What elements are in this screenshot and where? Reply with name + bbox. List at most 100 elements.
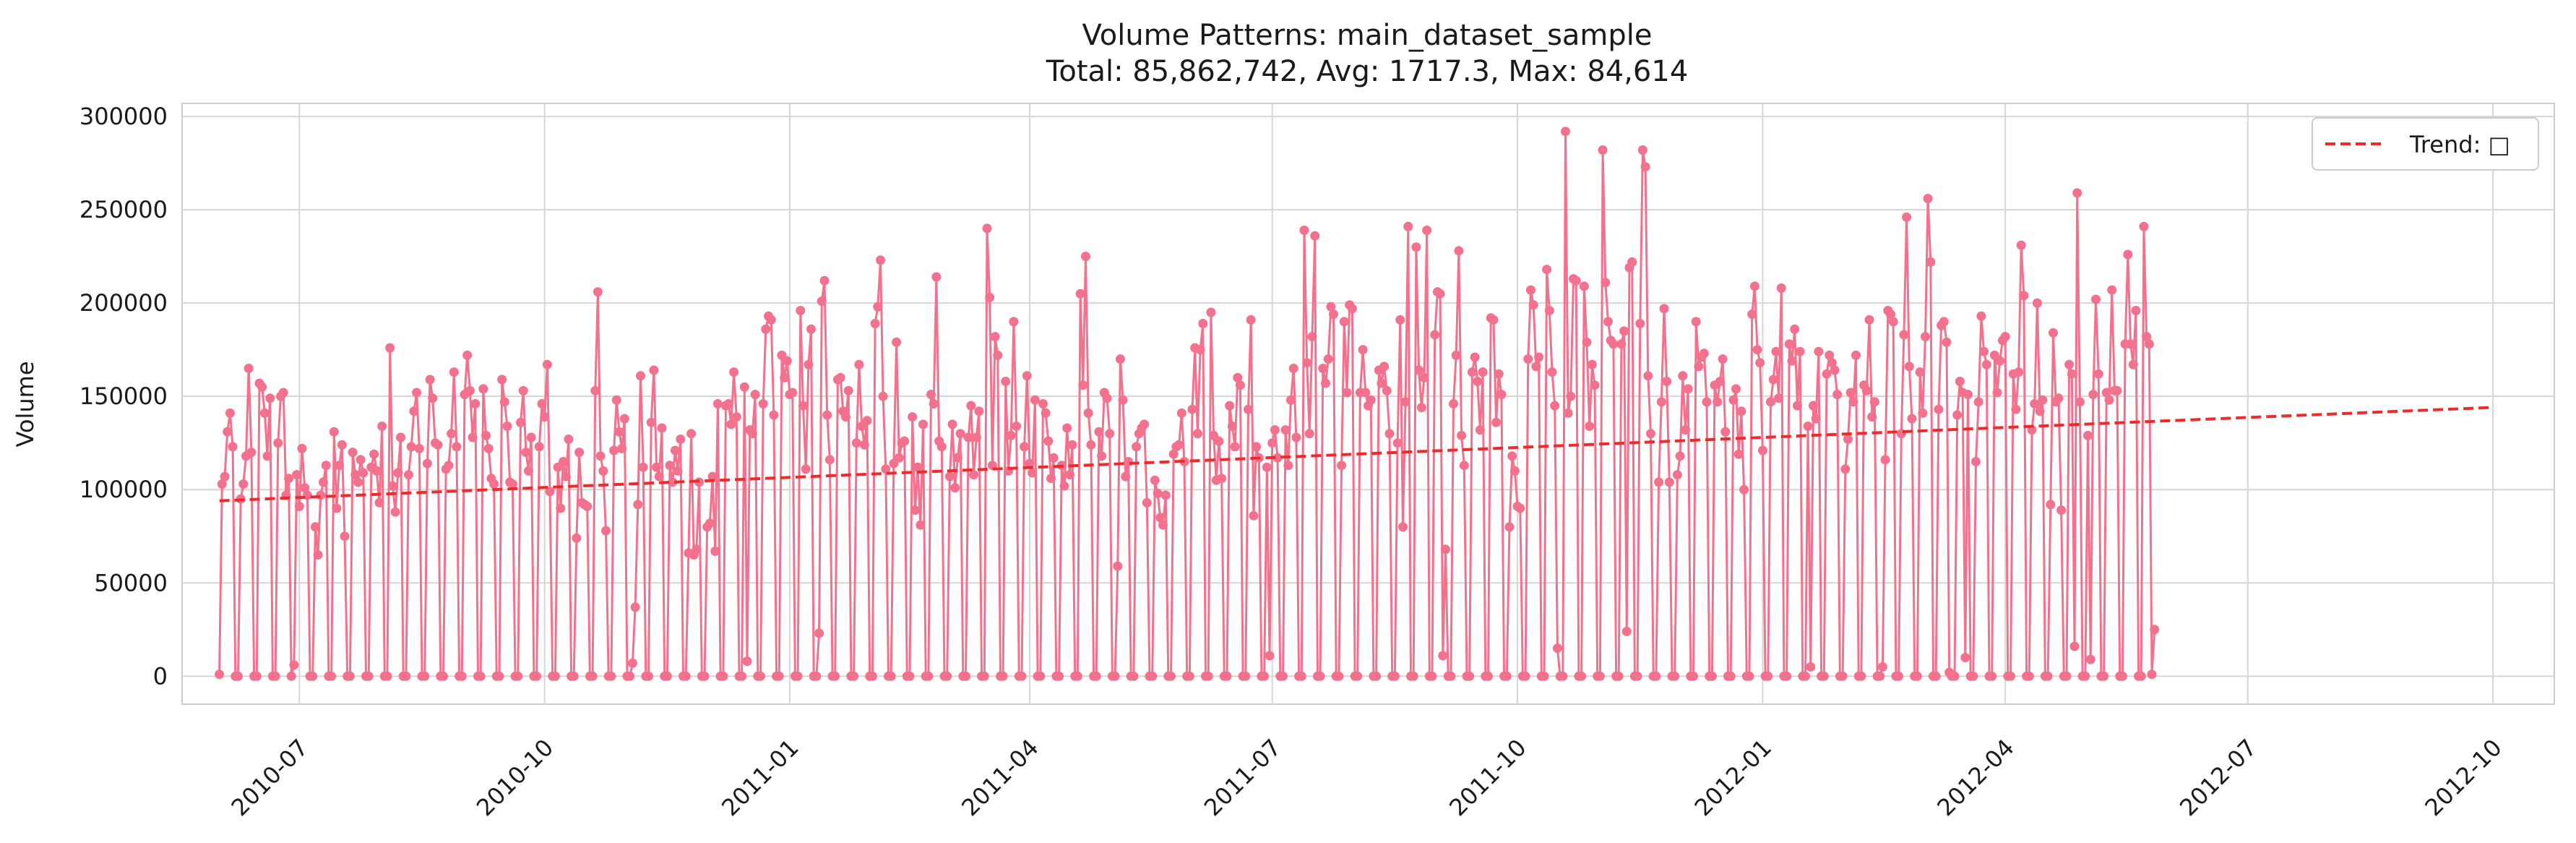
volume-point [1950, 671, 1960, 681]
volume-point [814, 628, 824, 638]
volume-point [1408, 671, 1418, 681]
volume-point [1142, 497, 1152, 508]
volume-point [1558, 671, 1568, 681]
volume-point [1041, 408, 1051, 418]
volume-point [1683, 384, 1693, 394]
volume-point [1830, 365, 1840, 375]
volume-point [1124, 457, 1133, 466]
volume-point [854, 359, 864, 369]
volume-point [1616, 339, 1627, 349]
volume-point [1651, 671, 1661, 681]
volume-point [1886, 309, 1895, 320]
volume-point [313, 550, 323, 560]
volume-point [246, 448, 257, 458]
volume-point [742, 656, 752, 667]
volume-point [595, 451, 606, 461]
volume-point [1310, 231, 1320, 241]
volume-point [1081, 252, 1090, 262]
volume-point [1422, 226, 1432, 235]
volume-point [564, 435, 574, 444]
volume-point [1509, 466, 1520, 476]
volume-point [2043, 671, 2053, 681]
volume-point [369, 449, 379, 459]
volume-point [1176, 408, 1186, 418]
volume-point [412, 388, 422, 398]
volume-point [1585, 422, 1595, 431]
volume-point [457, 671, 467, 681]
volume-point [1283, 461, 1293, 471]
volume-point [2016, 240, 2026, 250]
volume-point [534, 442, 544, 452]
volume-point [916, 520, 926, 530]
volume-point [465, 385, 475, 395]
volume-point [2054, 393, 2064, 403]
volume-point [559, 457, 568, 466]
volume-point [1973, 397, 1983, 407]
volume-point [335, 461, 345, 471]
volume-point [1329, 309, 1338, 320]
volume-point [780, 372, 790, 382]
volume-point [1811, 414, 1821, 424]
volume-point [1222, 671, 1232, 681]
y-tick-label: 150000 [79, 382, 168, 410]
volume-point [1366, 395, 1376, 405]
volume-point [284, 474, 294, 484]
volume-point [1353, 671, 1363, 681]
volume-point [1491, 417, 1502, 427]
volume-point [1809, 401, 1818, 411]
volume-point [1441, 544, 1450, 555]
volume-point [468, 432, 478, 442]
volume-point [475, 671, 486, 681]
volume-point [350, 470, 361, 480]
volume-point [998, 671, 1008, 681]
volume-point [870, 319, 880, 328]
volume-point [2067, 369, 2077, 379]
volume-point [1782, 671, 1792, 681]
volume-point [300, 483, 310, 493]
volume-point [619, 414, 629, 424]
volume-point [1286, 395, 1296, 405]
volume-point [806, 324, 816, 334]
volume-point [1845, 388, 1856, 398]
volume-point [1566, 391, 1576, 401]
volume-point [1542, 265, 1552, 275]
volume-point [1515, 503, 1525, 513]
volume-point [1907, 414, 1917, 424]
volume-point [1534, 352, 1544, 362]
volume-point [1720, 427, 1731, 437]
volume-point [1384, 429, 1395, 439]
volume-point [1272, 453, 1283, 463]
volume-point [1726, 671, 1736, 681]
x-tick-label: 2012-04 [1931, 734, 2019, 821]
volume-point [1934, 404, 1944, 414]
volume-point [2006, 671, 2015, 681]
volume-point [1072, 671, 1082, 681]
volume-point [1390, 671, 1400, 681]
volume-point [950, 483, 960, 493]
volume-point [1326, 301, 1336, 312]
volume-point [1843, 435, 1853, 444]
volume-point [1132, 442, 1142, 452]
volume-point [1244, 404, 1253, 414]
volume-point [944, 471, 955, 482]
volume-point [2117, 671, 2127, 681]
volume-point [1038, 399, 1048, 408]
volume-point [1787, 356, 1797, 366]
volume-point [1435, 288, 1445, 299]
volume-point [801, 464, 811, 474]
volume-point [923, 671, 934, 681]
volume-point [1848, 397, 1858, 407]
volume-point [892, 337, 902, 347]
volume-point [1939, 317, 1949, 327]
volume-point [1678, 371, 1688, 381]
volume-point [2072, 188, 2082, 198]
volume-point [1539, 671, 1549, 681]
volume-point [1851, 350, 1861, 360]
x-tick-label: 2011-01 [716, 734, 804, 821]
volume-point [582, 501, 593, 511]
volume-point [1931, 671, 1941, 681]
volume-point [1814, 346, 1824, 356]
volume-point [900, 436, 910, 446]
volume-point [1198, 319, 1208, 328]
volume-point [420, 671, 430, 681]
